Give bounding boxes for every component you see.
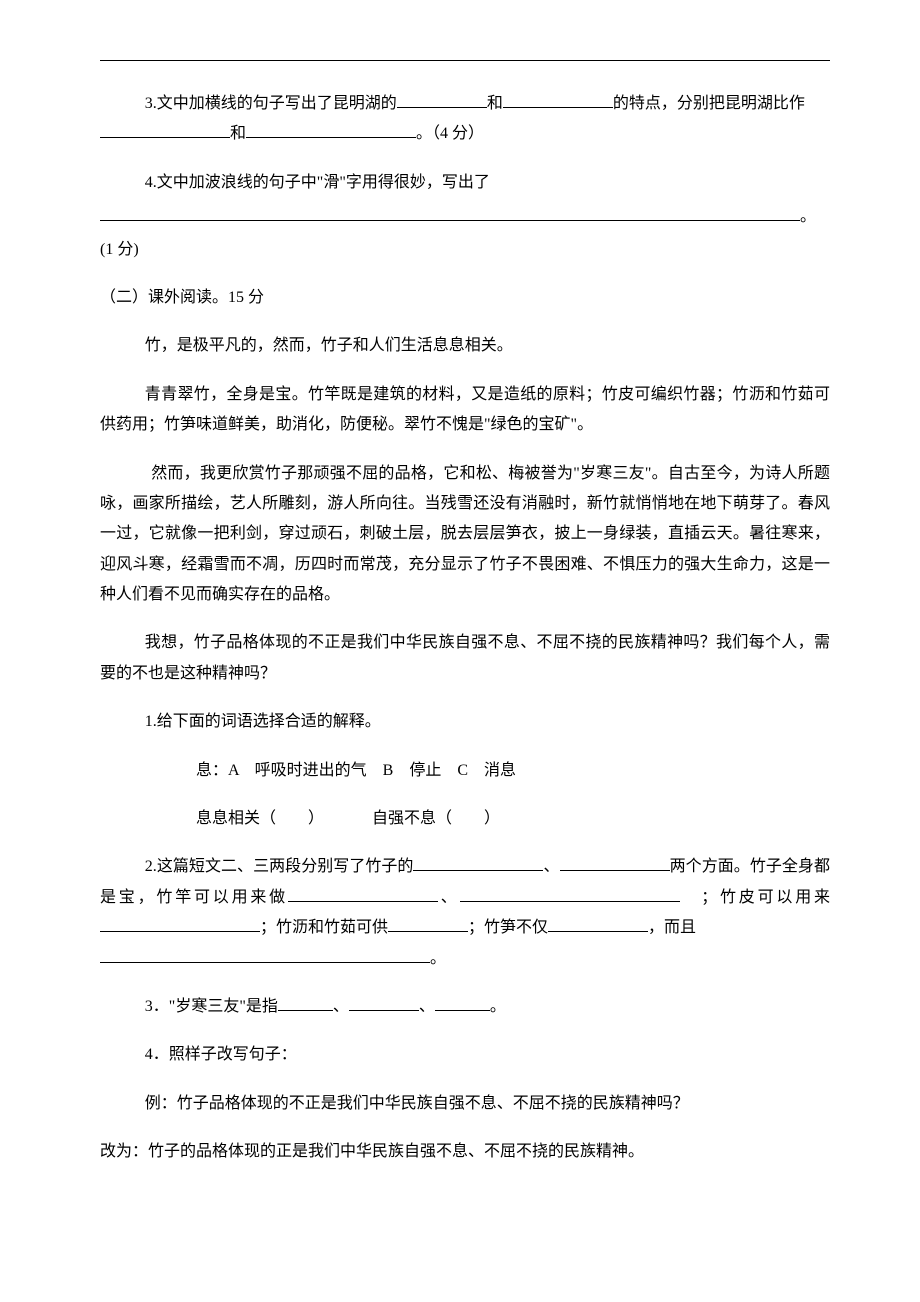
bq2-blank-1 — [413, 870, 543, 871]
question-4-blank-row: 。 — [100, 202, 830, 232]
bq2-blank-7 — [548, 931, 648, 932]
bq3-sep2: 、 — [419, 998, 435, 1015]
b-q1-options: 息：A 呼吸时进出的气 B 停止 C 消息 — [100, 756, 830, 786]
q3-tail: 。（4 分） — [416, 125, 484, 142]
b-q1-answer-a: 息息相关（ ） — [196, 810, 324, 827]
q3-blank-3 — [100, 137, 230, 138]
bq3-blank-2 — [349, 1010, 419, 1011]
bq2-blank-3 — [288, 901, 438, 902]
b-question-1: 1.给下面的词语选择合适的解释。 — [100, 707, 830, 737]
bq2-seg5: ；竹皮可以用来 — [701, 889, 830, 906]
bq2-seg1: 2.这篇短文二、三两段分别写了竹子的 — [145, 858, 414, 875]
bq2-seg9: 。 — [430, 950, 446, 967]
q3-blank-2 — [503, 107, 613, 108]
b-q4-changed: 改为：竹子的品格体现的正是我们中华民族自强不息、不屈不挠的民族精神。 — [100, 1137, 830, 1167]
q3-blank-4 — [246, 137, 416, 138]
bq2-seg8: ，而且 — [648, 919, 696, 936]
q3-mid1: 和 — [487, 95, 503, 112]
q4-period: 。 — [800, 208, 816, 225]
bq2-blank-4 — [460, 901, 680, 902]
bq2-blank-8 — [100, 962, 430, 963]
q4-text: 4.文中加波浪线的句子中"滑"字用得很妙，写出了 — [145, 174, 490, 191]
bq3-blank-3 — [435, 1010, 490, 1011]
q3-mid3: 和 — [230, 125, 246, 142]
bq2-seg4: 、 — [438, 889, 460, 906]
b-q1-answer-b: 自强不息（ ） — [372, 810, 500, 827]
bq2-blank-5 — [100, 931, 260, 932]
q4-blank — [100, 220, 800, 221]
q3-mid2: 的特点，分别把昆明湖比作 — [613, 95, 805, 112]
passage-p1: 竹，是极平凡的，然而，竹子和人们生活息息相关。 — [100, 331, 830, 361]
bq2-seg2: 、 — [543, 858, 559, 875]
q3-prefix: 3.文中加横线的句子写出了昆明湖的 — [145, 95, 397, 112]
passage-p2: 青青翠竹，全身是宝。竹竿既是建筑的材料，又是造纸的原料；竹皮可编织竹器；竹沥和竹… — [100, 380, 830, 441]
bq3-tail: 。 — [490, 998, 506, 1015]
passage-p4: 我想，竹子品格体现的不正是我们中华民族自强不息、不屈不挠的民族精神吗？我们每个人… — [100, 628, 830, 689]
passage-p3: 然而，我更欣赏竹子那顽强不屈的品格，它和松、梅被誉为"岁寒三友"。自古至今，为诗… — [100, 459, 830, 611]
question-4-text: 4.文中加波浪线的句子中"滑"字用得很妙，写出了 — [100, 168, 830, 198]
bq2-seg7: ；竹笋不仅 — [468, 919, 548, 936]
section-b-heading: （二）课外阅读。15 分 — [100, 283, 830, 313]
bq3-blank-1 — [278, 1010, 333, 1011]
bq2-seg6: ；竹沥和竹茹可供 — [260, 919, 388, 936]
bq3-sep1: 、 — [333, 998, 349, 1015]
q3-blank-1 — [397, 107, 487, 108]
b-question-4-heading: 4．照样子改写句子： — [100, 1040, 830, 1070]
question-4-score: (1 分) — [100, 235, 830, 265]
bq3-prefix: 3．"岁寒三友"是指 — [145, 998, 278, 1015]
bq2-blank-6 — [388, 931, 468, 932]
b-q1-answers: 息息相关（ ） 自强不息（ ） — [100, 804, 830, 834]
question-3: 3.文中加横线的句子写出了昆明湖的和的特点，分别把昆明湖比作和。（4 分） — [100, 89, 830, 150]
b-q4-example: 例：竹子品格体现的不正是我们中华民族自强不息、不屈不挠的民族精神吗？ — [100, 1089, 830, 1119]
b-question-2: 2.这篇短文二、三两段分别写了竹子的、两个方面。竹子全身都是宝，竹竿可以用来做、… — [100, 852, 830, 974]
b-question-3: 3．"岁寒三友"是指 、 、 。 — [100, 992, 830, 1022]
bq2-blank-2 — [560, 870, 670, 871]
